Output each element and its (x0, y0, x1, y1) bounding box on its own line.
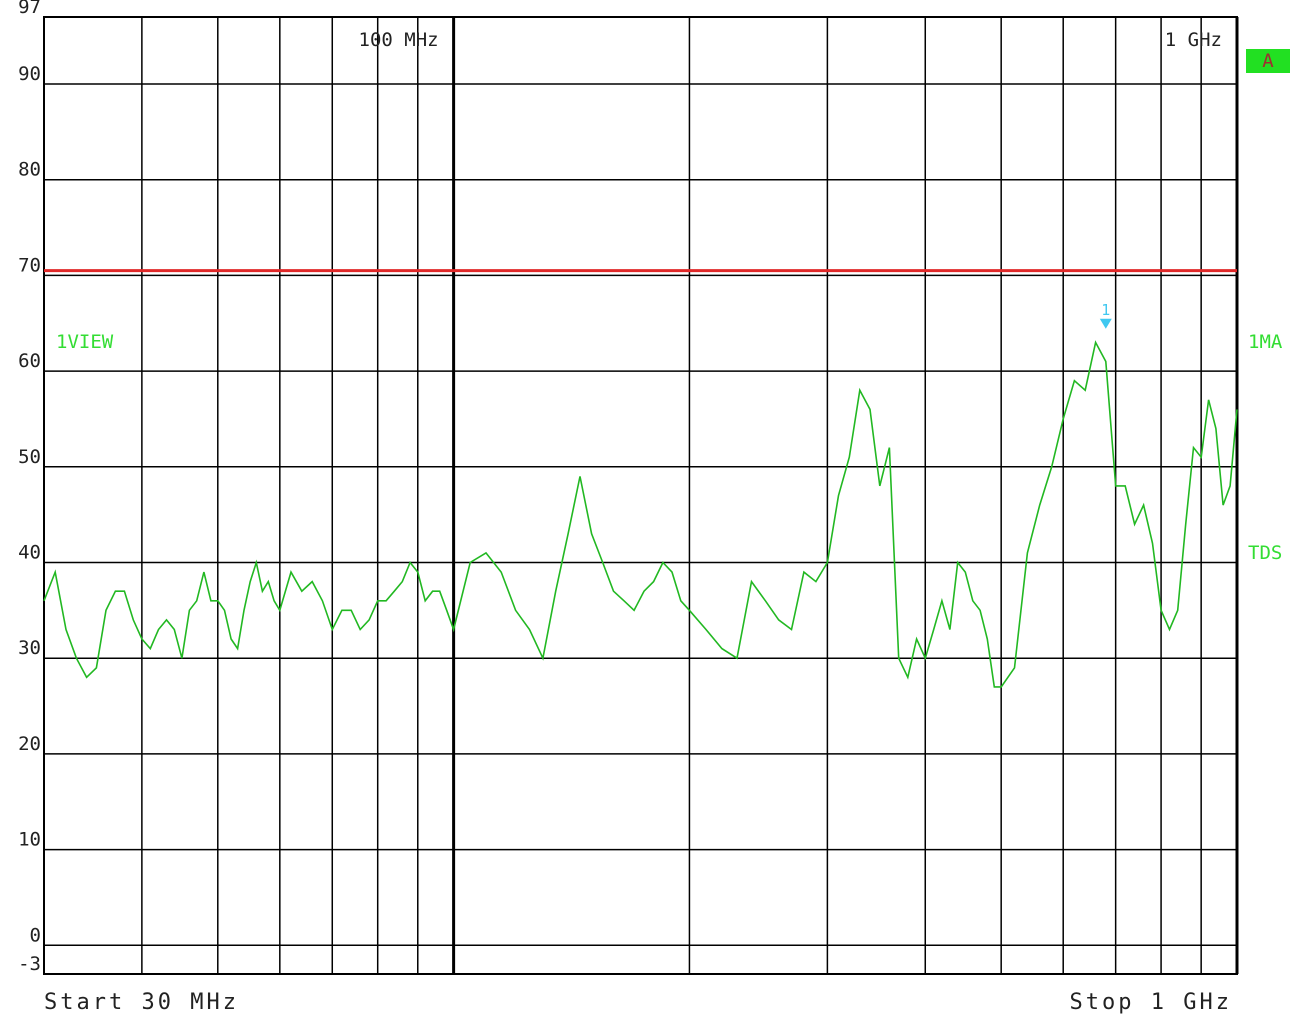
mode-label: TDS (1248, 542, 1282, 564)
y-tick-label: 10 (18, 829, 41, 851)
x-tick-label: 1 GHz (1165, 29, 1222, 51)
y-tick-label: 80 (18, 159, 41, 181)
detector-label: 1MA (1248, 331, 1283, 353)
stop-label: Stop 1 GHz (1070, 990, 1232, 1015)
trace-badge-box (1246, 49, 1290, 73)
marker (1099, 318, 1112, 329)
y-tick-label: 30 (18, 637, 41, 659)
y-tick-label: -3 (18, 953, 41, 975)
y-tick-label: 20 (18, 733, 41, 755)
y-tick-label: 40 (18, 541, 41, 563)
trace-badge: A (1262, 50, 1274, 72)
y-tick-label: 70 (18, 254, 41, 276)
y-tick-label: 60 (18, 350, 41, 372)
y-tick-label: 50 (18, 446, 41, 468)
y-tick-label: 90 (18, 63, 41, 85)
marker-label: 1 (1101, 301, 1110, 319)
y-tick-label: 97 (18, 0, 41, 18)
start-label: Start 30 MHz (44, 990, 239, 1015)
x-tick-label: 100 MHz (359, 29, 439, 51)
trace-view-label: 1VIEW (56, 331, 114, 353)
trace (43, 340, 1238, 688)
y-tick-label: 0 (30, 924, 41, 946)
